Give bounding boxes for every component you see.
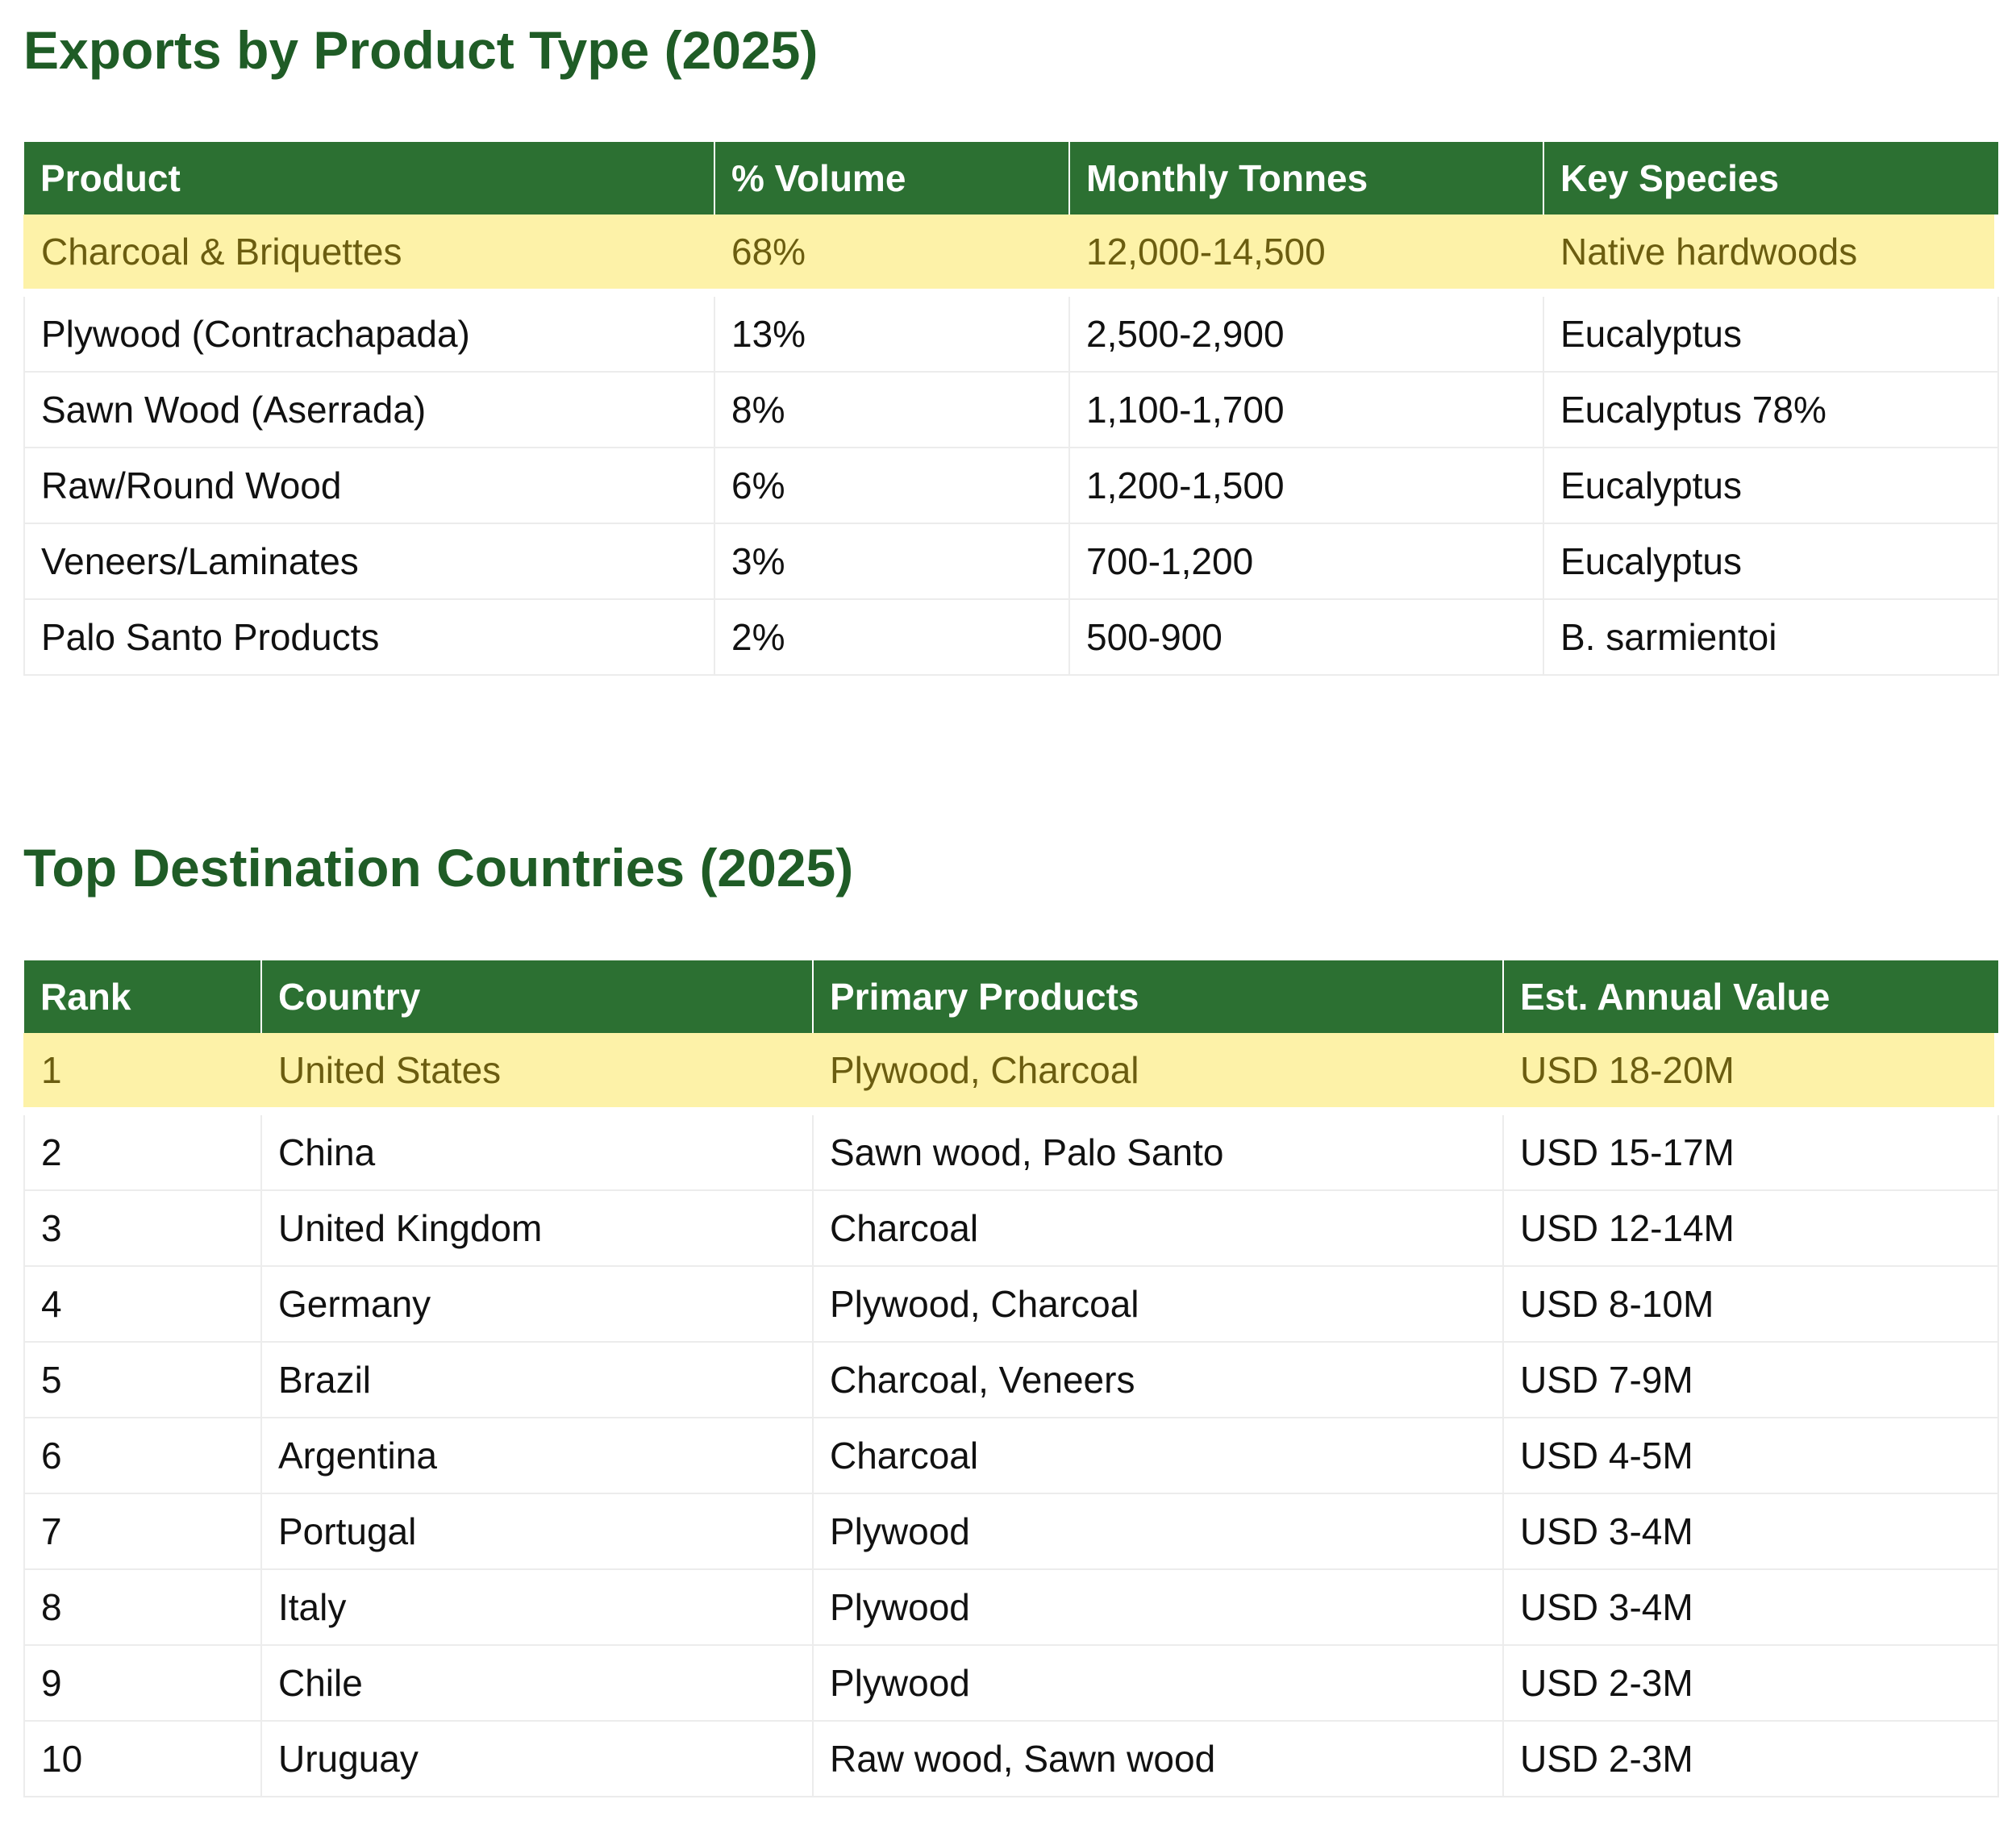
species-cell: B. sarmientoi <box>1543 599 1999 676</box>
product-cell: Raw/Round Wood <box>23 448 715 524</box>
product-cell: Plywood (Contrachapada) <box>23 293 715 373</box>
country-cell: Argentina <box>261 1418 814 1494</box>
annual-value-cell: USD 15-17M <box>1503 1111 1999 1191</box>
countries-table-body: 1 United States Plywood, Charcoal USD 18-20… <box>23 1033 2002 1797</box>
countries-table: Rank Country Primary Products Est. Annua… <box>23 960 2002 1797</box>
country-cell: China <box>261 1111 814 1191</box>
tonnes-cell: 500-900 <box>1069 599 1544 676</box>
species-cell: Eucalyptus 78% <box>1543 372 1999 448</box>
product-cell: Veneers/Laminates <box>23 523 715 600</box>
country-cell: Portugal <box>261 1493 814 1570</box>
products-table-body: Charcoal & Briquettes 68% 12,000-14,500 Nat… <box>23 215 2002 676</box>
primary-products-cell: Charcoal <box>813 1418 1504 1494</box>
tonnes-cell: 700-1,200 <box>1069 523 1544 600</box>
table-row: 8 Italy Plywood USD 3-4M <box>23 1569 1999 1646</box>
column-header-species: Key Species <box>1543 142 1998 215</box>
column-header-tonnes: Monthly Tonnes <box>1069 142 1544 215</box>
annual-value-cell: USD 3-4M <box>1503 1493 1999 1570</box>
column-header-product: Product <box>24 142 715 215</box>
primary-products-cell: Plywood <box>813 1493 1504 1570</box>
rank-cell: 7 <box>23 1493 262 1570</box>
annual-value-cell: USD 12-14M <box>1503 1190 1999 1267</box>
table-row: 6 Argentina Charcoal USD 4-5M <box>23 1418 1999 1494</box>
country-cell: Italy <box>261 1569 814 1646</box>
country-cell: Chile <box>261 1645 814 1722</box>
countries-header-row: Rank Country Primary Products Est. Annua… <box>24 960 1998 1033</box>
country-cell: Uruguay <box>261 1721 814 1797</box>
species-cell: Native hardwoods <box>1543 215 2002 297</box>
annual-value-cell: USD 4-5M <box>1503 1418 1999 1494</box>
tonnes-cell: 2,500-2,900 <box>1069 293 1544 373</box>
table-row: Palo Santo Products 2% 500-900 B. sarmiento… <box>23 599 1999 676</box>
table-row: Plywood (Contrachapada) 13% 2,500-2,900 Euc… <box>23 293 1999 373</box>
table-row: 2 China Sawn wood, Palo Santo USD 15-17M <box>23 1111 1999 1191</box>
volume-cell: 3% <box>714 523 1070 600</box>
primary-products-cell: Plywood, Charcoal <box>813 1266 1504 1343</box>
rank-cell: 4 <box>23 1266 262 1343</box>
country-cell: Brazil <box>261 1342 814 1418</box>
table-row: 5 Brazil Charcoal, Veneers USD 7-9M <box>23 1342 1999 1418</box>
country-cell: United States <box>261 1033 814 1115</box>
rank-cell: 10 <box>23 1721 262 1797</box>
volume-cell: 68% <box>714 215 1070 297</box>
tonnes-cell: 12,000-14,500 <box>1069 215 1544 297</box>
rank-cell: 6 <box>23 1418 262 1494</box>
primary-products-cell: Charcoal <box>813 1190 1504 1267</box>
products-header-row: Product % Volume Monthly Tonnes Key Spec… <box>24 142 1998 215</box>
table-row: Charcoal & Briquettes 68% 12,000-14,500 Nat… <box>23 215 2002 297</box>
column-header-rank: Rank <box>24 960 262 1033</box>
species-cell: Eucalyptus <box>1543 293 1999 373</box>
rank-cell: 9 <box>23 1645 262 1722</box>
column-header-annual-value: Est. Annual Value <box>1503 960 1998 1033</box>
table-row: Raw/Round Wood 6% 1,200-1,500 Eucalyptus <box>23 448 1999 524</box>
primary-products-cell: Sawn wood, Palo Santo <box>813 1111 1504 1191</box>
tonnes-cell: 1,100-1,700 <box>1069 372 1544 448</box>
rank-cell: 2 <box>23 1111 262 1191</box>
country-cell: United Kingdom <box>261 1190 814 1267</box>
table-row: Veneers/Laminates 3% 700-1,200 Eucalyptus <box>23 523 1999 600</box>
rank-cell: 8 <box>23 1569 262 1646</box>
species-cell: Eucalyptus <box>1543 448 1999 524</box>
primary-products-cell: Plywood <box>813 1645 1504 1722</box>
rank-cell: 5 <box>23 1342 262 1418</box>
rank-cell: 1 <box>23 1033 262 1115</box>
table-row: 10 Uruguay Raw wood, Sawn wood USD 2-3M <box>23 1721 1999 1797</box>
products-section-title: Exports by Product Type (2025) <box>23 20 818 80</box>
volume-cell: 13% <box>714 293 1070 373</box>
table-row: 4 Germany Plywood, Charcoal USD 8-10M <box>23 1266 1999 1343</box>
countries-section-title: Top Destination Countries (2025) <box>23 838 854 898</box>
table-row: 9 Chile Plywood USD 2-3M <box>23 1645 1999 1722</box>
species-cell: Eucalyptus <box>1543 523 1999 600</box>
products-table: Product % Volume Monthly Tonnes Key Spec… <box>23 142 2002 676</box>
primary-products-cell: Plywood, Charcoal <box>813 1033 1504 1115</box>
primary-products-cell: Plywood <box>813 1569 1504 1646</box>
table-row: 7 Portugal Plywood USD 3-4M <box>23 1493 1999 1570</box>
annual-value-cell: USD 2-3M <box>1503 1721 1999 1797</box>
volume-cell: 8% <box>714 372 1070 448</box>
annual-value-cell: USD 8-10M <box>1503 1266 1999 1343</box>
column-header-country: Country <box>261 960 814 1033</box>
product-cell: Palo Santo Products <box>23 599 715 676</box>
rank-cell: 3 <box>23 1190 262 1267</box>
annual-value-cell: USD 18-20M <box>1503 1033 2002 1115</box>
volume-cell: 6% <box>714 448 1070 524</box>
product-cell: Charcoal & Briquettes <box>23 215 715 297</box>
column-header-primary-products: Primary Products <box>813 960 1504 1033</box>
tonnes-cell: 1,200-1,500 <box>1069 448 1544 524</box>
annual-value-cell: USD 2-3M <box>1503 1645 1999 1722</box>
product-cell: Sawn Wood (Aserrada) <box>23 372 715 448</box>
table-row: 1 United States Plywood, Charcoal USD 18-20… <box>23 1033 2002 1115</box>
column-header-volume: % Volume <box>714 142 1070 215</box>
volume-cell: 2% <box>714 599 1070 676</box>
annual-value-cell: USD 7-9M <box>1503 1342 1999 1418</box>
table-row: 3 United Kingdom Charcoal USD 12-14M <box>23 1190 1999 1267</box>
primary-products-cell: Charcoal, Veneers <box>813 1342 1504 1418</box>
primary-products-cell: Raw wood, Sawn wood <box>813 1721 1504 1797</box>
table-row: Sawn Wood (Aserrada) 8% 1,100-1,700 Eucalyp… <box>23 372 1999 448</box>
annual-value-cell: USD 3-4M <box>1503 1569 1999 1646</box>
country-cell: Germany <box>261 1266 814 1343</box>
